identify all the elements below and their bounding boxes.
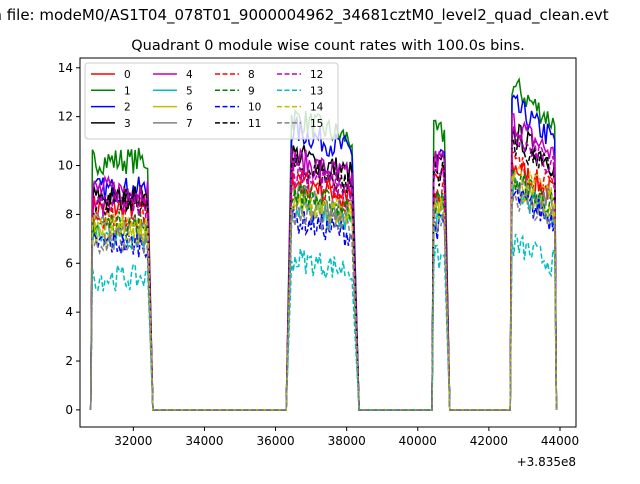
series-layer: [89, 77, 558, 411]
x-tick-label: 38000: [328, 434, 366, 448]
legend-label-3: 3: [124, 118, 131, 130]
chart-title: Quadrant 0 module wise count rates with …: [131, 38, 525, 54]
legend-label-14: 14: [310, 102, 324, 114]
legend-label-6: 6: [186, 102, 193, 114]
series-line-4: [89, 112, 558, 411]
y-tick-label: 0: [65, 403, 73, 417]
y-tick-label: 8: [65, 207, 73, 221]
x-tick-label: 34000: [185, 434, 223, 448]
series-line-14: [89, 166, 558, 411]
y-tick-label: 10: [58, 159, 73, 173]
x-tick-label: 36000: [256, 434, 294, 448]
legend-label-1: 1: [124, 85, 131, 97]
legend-frame: [84, 62, 339, 140]
legend-label-4: 4: [186, 69, 193, 81]
legend-label-15: 15: [310, 118, 323, 130]
series-line-10: [89, 186, 558, 411]
series-line-7: [89, 174, 558, 411]
legend-label-9: 9: [248, 85, 255, 97]
x-offset-label: +3.835e8: [517, 455, 576, 469]
legend-label-0: 0: [124, 69, 131, 81]
legend-label-5: 5: [186, 85, 193, 97]
x-tick-label: 40000: [399, 434, 437, 448]
x-tick-label: 42000: [470, 434, 508, 448]
y-tick-label: 4: [65, 305, 73, 319]
series-line-15: [89, 191, 558, 411]
x-tick-label: 32000: [114, 434, 152, 448]
series-line-3: [89, 123, 558, 411]
series-line-13: [89, 233, 558, 411]
y-tick-label: 6: [65, 256, 73, 270]
legend-label-13: 13: [310, 85, 323, 97]
legend-label-7: 7: [186, 118, 193, 130]
x-tick-label: 44000: [541, 434, 579, 448]
series-line-6: [89, 173, 558, 411]
y-tick-label: 2: [65, 354, 73, 368]
y-tick-label: 14: [58, 61, 73, 75]
axis-layer: 32000 34000 36000 38000 40000 42000 44000 0 2 4 6 8…: [58, 61, 579, 448]
legend-label-11: 11: [248, 118, 261, 130]
y-tick-label: 12: [58, 110, 73, 124]
plot-area-frame: [79, 57, 577, 428]
legend-label-2: 2: [124, 102, 131, 114]
series-line-12: [89, 125, 558, 411]
figure-suptitle-text: In file: modeM0/AS1T04_078T01_9000004962…: [0, 6, 609, 24]
legend-label-12: 12: [310, 69, 323, 81]
legend-label-10: 10: [248, 102, 261, 114]
series-line-2: [89, 93, 558, 411]
legend-label-8: 8: [248, 69, 255, 81]
